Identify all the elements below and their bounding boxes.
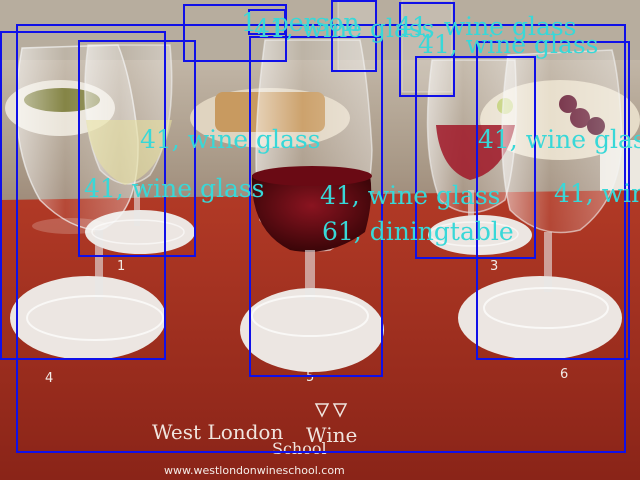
glass-number-3: 3 bbox=[490, 259, 498, 274]
detection-label-wine-glass-1: 41, wine glass bbox=[140, 125, 321, 154]
detection-box-wine-glass-top-center bbox=[248, 9, 286, 35]
detection-box-wine-glass-4 bbox=[0, 31, 166, 360]
glass-number-5: 5 bbox=[306, 370, 314, 385]
mat-brand-line1: West London bbox=[152, 420, 283, 444]
glass-number-6: 6 bbox=[560, 367, 568, 382]
detection-label-wine-glass-6: 41, wine glass bbox=[554, 179, 640, 208]
detection-box-wine-glass-1 bbox=[78, 40, 196, 257]
detection-box-wine-glass-3 bbox=[415, 56, 536, 259]
detection-label-wine-glass-3: 41, wine glass bbox=[478, 125, 640, 154]
detection-box-wine-glass-5 bbox=[249, 36, 383, 377]
detection-label-wine-glass-top-a: 41, wine glass bbox=[254, 14, 435, 43]
logo-glasses-icon bbox=[314, 403, 348, 418]
detection-label-wine-glass-5: 41, wine glass bbox=[320, 181, 501, 210]
glass-number-4: 4 bbox=[45, 371, 53, 386]
detection-box-wine-glass-back-right bbox=[399, 2, 455, 97]
detection-label-diningtable: 61, diningtable bbox=[322, 217, 514, 246]
detection-box-wine-glass-6 bbox=[476, 41, 630, 360]
glass-number-1: 1 bbox=[117, 259, 125, 274]
detection-label-wine-glass-right-top: 41, wine glass bbox=[418, 30, 599, 59]
detection-label-person: 1, person bbox=[241, 8, 360, 37]
detection-box-person bbox=[183, 4, 287, 62]
detection-label-wine-glass-top-b: 41, wine glass bbox=[396, 12, 577, 41]
mat-url: www.westlondonwineschool.com bbox=[164, 464, 345, 477]
detection-label-wine-glass-4: 41, wine glass bbox=[84, 174, 265, 203]
detection-box-diningtable bbox=[16, 24, 626, 453]
mat-brand-line3: School bbox=[272, 439, 327, 458]
mat-brand-line2: Wine bbox=[306, 423, 357, 447]
